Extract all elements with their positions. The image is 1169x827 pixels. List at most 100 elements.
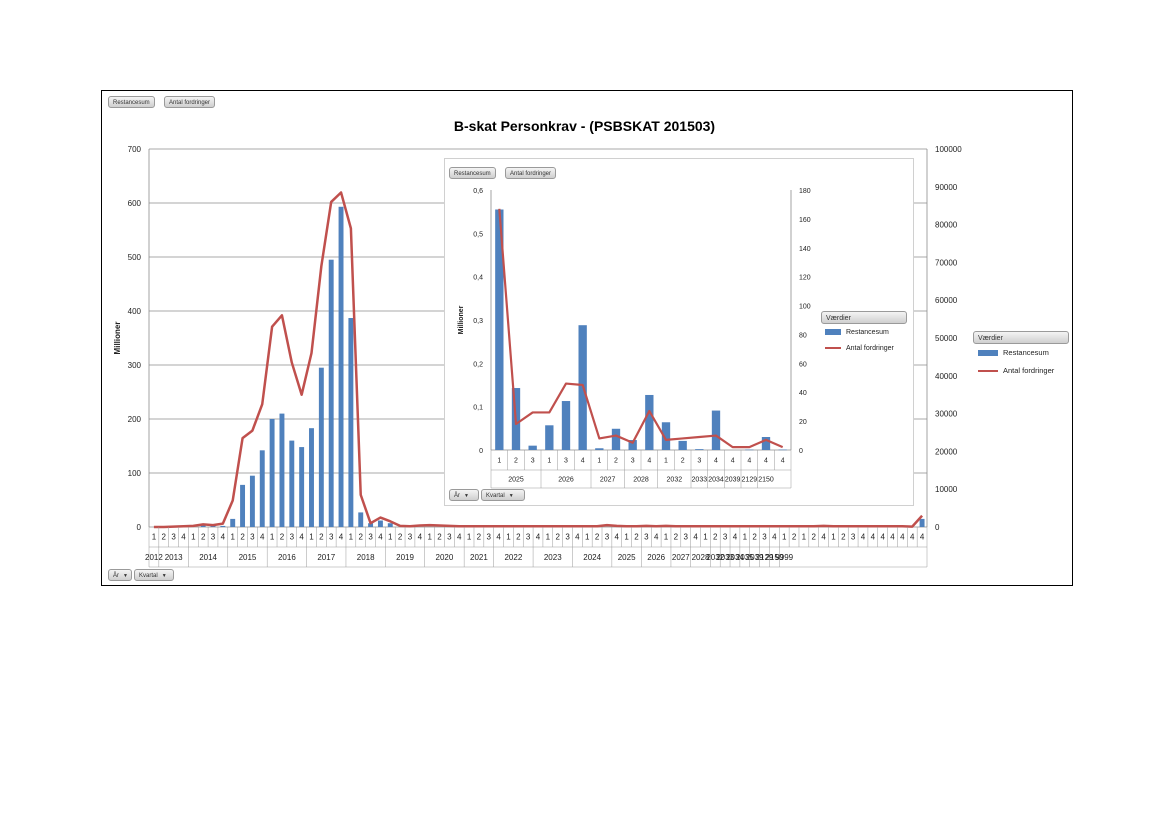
bar [269,419,275,527]
year-label: 2025 [618,553,636,562]
x-tick-label: 3 [531,457,535,464]
y2-tick-label: 100 [799,304,811,311]
year-label: 2018 [357,553,375,562]
x-tick-label: 1 [309,532,314,541]
year-label: 2039 [746,553,764,562]
bar [645,394,654,450]
x-tick-label: 3 [851,532,856,541]
x-tick-label: 1 [467,532,472,541]
bar [561,401,571,450]
x-tick-label: 3 [564,457,568,464]
x-tick-label: 1 [388,532,393,541]
year-label: 2028 [633,477,649,484]
x-tick-label: 3 [290,532,295,541]
inset-kvartal-filter-button[interactable]: Kvartal ▼ [481,489,525,501]
x-tick-label: 4 [260,532,265,541]
x-tick-label: 2 [240,532,245,541]
x-tick-label: 2 [674,532,679,541]
year-label: 2026 [647,553,665,562]
y2-tick-label: 40000 [935,372,958,381]
y2-tick-label: 100000 [935,145,962,154]
legend-label-restancesum: Restancesum [1003,348,1049,357]
inset-restancesum-field-button[interactable]: Restancesum [449,167,496,179]
inset-antal-fordringer-field-button[interactable]: Antal fordringer [505,167,557,179]
x-tick-label: 3 [697,457,701,464]
x-tick-label: 2 [752,532,757,541]
bar [745,449,754,451]
x-tick-label: 1 [152,532,157,541]
x-tick-label: 4 [714,457,718,464]
kvartal-filter-button[interactable]: Kvartal ▼ [134,569,174,581]
x-tick-label: 3 [526,532,531,541]
bar [528,445,537,450]
x-tick-label: 4 [900,532,905,541]
x-tick-label: 2 [614,457,618,464]
year-label: 2150 [765,553,783,562]
x-tick-label: 1 [802,532,807,541]
bar [220,525,226,527]
bar [200,525,206,527]
x-tick-label: 1 [664,532,669,541]
x-tick-label: 3 [565,532,570,541]
inset-legend-header[interactable]: Værdier [821,311,907,324]
year-label: 2039 [725,477,741,484]
legend-swatch-line [978,370,998,373]
y-tick-label: 200 [128,415,142,424]
x-tick-label: 4 [920,532,925,541]
filter-icon: ▼ [464,493,469,499]
bar [919,518,925,527]
year-label: 2012 [145,553,163,562]
bar [299,447,305,527]
y2-tick-label: 20000 [935,447,958,456]
year-label: 2021 [470,553,488,562]
x-tick-label: 4 [880,532,885,541]
x-tick-label: 4 [378,532,383,541]
x-tick-label: 1 [270,532,275,541]
x-tick-label: 1 [664,457,668,464]
inset-aar-filter-button[interactable]: År ▼ [449,489,479,501]
x-tick-label: 4 [299,532,304,541]
bar [318,367,324,527]
x-tick-label: 4 [181,532,186,541]
legend-swatch-bar [978,350,998,357]
line-series-antal-fordringer [498,208,784,449]
y2-tick-label: 80000 [935,221,958,230]
x-tick-label: 4 [871,532,876,541]
y-tick-label: 0,1 [473,405,483,412]
x-tick-label: 3 [211,532,216,541]
y2-tick-label: 140 [799,246,811,253]
x-tick-label: 3 [631,457,635,464]
x-tick-label: 3 [250,532,255,541]
y2-tick-label: 20 [799,419,807,426]
restancesum-field-button[interactable]: Restancesum [108,96,155,108]
x-tick-label: 3 [644,532,649,541]
antal-fordringer-field-button[interactable]: Antal fordringer [164,96,216,108]
x-tick-label: 1 [497,457,501,464]
y-axis-title: Millioner [113,322,122,355]
legend-header[interactable]: Værdier [973,331,1069,344]
year-label: 2028 [692,553,710,562]
x-tick-label: 1 [506,532,511,541]
year-label: 2033 [692,477,708,484]
inset-legend-label-antal: Antal fordringer [846,345,894,352]
year-label: 2027 [672,553,690,562]
aar-filter-button[interactable]: År ▼ [108,569,132,581]
year-label: 2016 [278,553,296,562]
y2-tick-label: 80 [799,332,807,339]
x-tick-label: 1 [546,532,551,541]
x-tick-label: 2 [681,457,685,464]
x-tick-label: 2 [398,532,403,541]
bar [210,525,216,527]
y-tick-label: 0,6 [473,188,483,195]
x-tick-label: 2 [516,532,521,541]
x-tick-label: 3 [408,532,413,541]
x-tick-label: 1 [585,532,590,541]
x-tick-label: 4 [496,532,501,541]
x-tick-label: 2 [514,457,518,464]
x-tick-label: 4 [821,532,826,541]
y-tick-label: 500 [128,253,142,262]
inset-chart: 0 0,1 0,2 0,3 0,4 0,5 0,6 0 20 40 60 80 100 120 140 160… [458,188,811,489]
x-tick-label: 3 [487,532,492,541]
kvartal-label: Kvartal [139,573,158,579]
year-label: 2020 [436,553,454,562]
